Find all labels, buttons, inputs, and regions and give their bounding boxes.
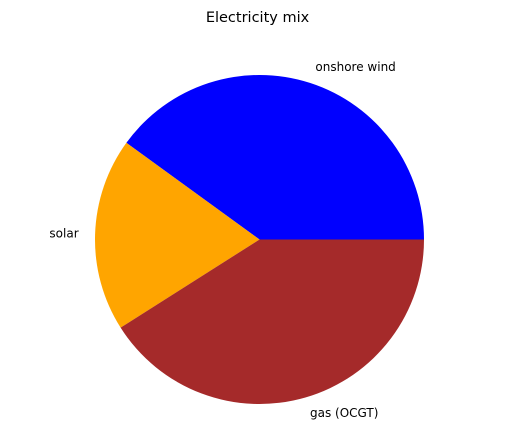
pie-label-gas-ocgt: gas (OCGT) xyxy=(310,406,378,420)
pie-slice-solar xyxy=(95,142,260,328)
pie-label-onshore-wind: onshore wind xyxy=(315,60,395,74)
pie-label-solar: solar xyxy=(49,226,78,240)
pie-slice-onshore-wind xyxy=(126,74,425,240)
chart-title: Electricity mix xyxy=(206,10,310,26)
pie-slice-gas-ocgt xyxy=(120,239,424,405)
pie-slice-labels: onshore wind solar gas (OCGT) xyxy=(49,60,395,420)
pie-slices xyxy=(95,74,425,405)
